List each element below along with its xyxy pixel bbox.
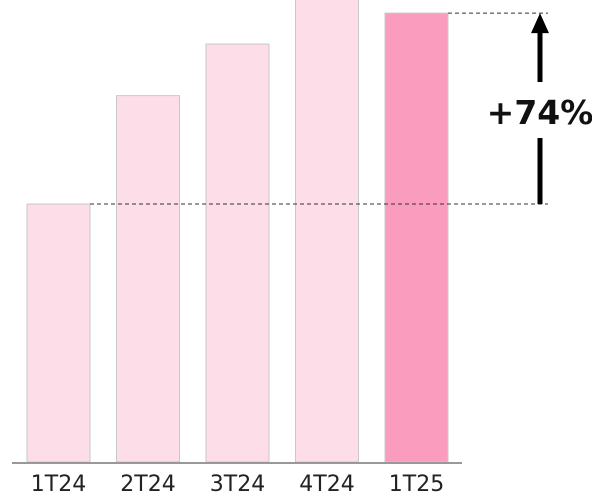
- bar-1t24: [26, 203, 91, 463]
- growth-annotation: +74%: [90, 12, 592, 205]
- bar-2t24: [116, 95, 180, 463]
- bar-3t24: [205, 43, 270, 463]
- bar-1t25: [384, 12, 449, 463]
- growth-label: +74%: [487, 93, 592, 132]
- x-tick-label: 1T25: [389, 472, 444, 497]
- bars-group: [26, 0, 449, 463]
- bar-4t24: [295, 0, 359, 463]
- x-tick-label: 2T24: [120, 472, 175, 497]
- x-tick-label: 4T24: [299, 472, 354, 497]
- x-tick-label: 1T24: [31, 472, 86, 497]
- arrow-up-icon: [531, 13, 549, 34]
- x-tick-labels: 1T24 2T24 3T24 4T24 1T25: [31, 472, 444, 497]
- x-tick-label: 3T24: [210, 472, 265, 497]
